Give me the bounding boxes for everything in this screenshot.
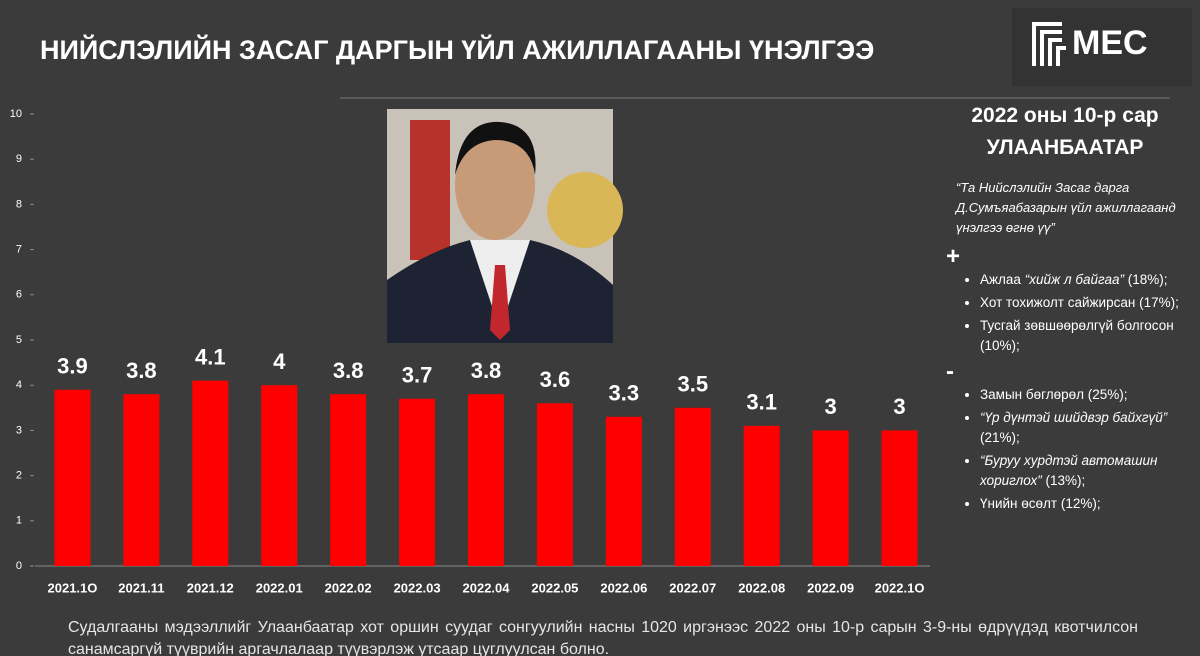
x-tick-label: 2022.02 bbox=[325, 580, 372, 595]
data-label: 3.5 bbox=[677, 372, 708, 397]
bar bbox=[743, 425, 780, 566]
bar bbox=[468, 394, 504, 566]
bullet-share: (17%); bbox=[1139, 295, 1179, 310]
logo-text: MEC bbox=[1072, 24, 1148, 62]
data-label: 3.8 bbox=[471, 358, 502, 383]
bar bbox=[399, 398, 436, 566]
bullet-quote: “хийж л байгаа” bbox=[1024, 272, 1124, 287]
bullet-text: Хот тохижолт сайжирсан bbox=[980, 295, 1136, 310]
chart-title: НИЙСЛЭЛИЙН ЗАСАГ ДАРГЫН ҮЙЛ АЖИЛЛАГААНЫ … bbox=[40, 34, 874, 65]
bullet: Замын бөглөрөл (25%); bbox=[980, 385, 1190, 405]
bar bbox=[812, 430, 849, 566]
bullet-text: Замын бөглөрөл bbox=[980, 387, 1084, 402]
panel: 2022 оны 10-р сар УЛААНБААТАР “Та Нийслэ… bbox=[940, 100, 1190, 517]
bullet: Хот тохижолт сайжирсан (17%); bbox=[980, 293, 1190, 313]
y-tick-label: 8 bbox=[16, 198, 22, 210]
data-label: 3.9 bbox=[57, 354, 88, 379]
data-label: 3.1 bbox=[746, 390, 777, 415]
bullet: “Буруу хурдтэй автомашин хориглох” (13%)… bbox=[980, 451, 1190, 491]
positive-sign: + bbox=[946, 243, 961, 270]
data-label: 3.3 bbox=[609, 381, 640, 406]
data-label: 3.6 bbox=[540, 367, 571, 392]
bullet-share: (12%); bbox=[1060, 496, 1101, 511]
bar bbox=[674, 407, 711, 566]
x-tick-label: 2021.1O bbox=[48, 580, 98, 595]
panel-question: “Та Нийслэлийн Засаг дарга Д.Сумъяабазар… bbox=[956, 180, 1176, 235]
bar bbox=[123, 394, 160, 566]
bar bbox=[192, 380, 229, 566]
bullet-quote: “Буруу хурдтэй автомашин хориглох” bbox=[980, 453, 1158, 488]
footer: Судалгааны мэдээллийг Улаанбаатар хот ор… bbox=[68, 619, 1138, 656]
data-label: 3 bbox=[893, 394, 905, 419]
x-tick-label: 2022.08 bbox=[738, 580, 785, 595]
bar bbox=[54, 389, 91, 566]
x-tick-label: 2021.12 bbox=[187, 580, 234, 595]
data-label: 3.8 bbox=[333, 358, 364, 383]
bullet-share: (13%); bbox=[1045, 473, 1086, 488]
x-tick-label: 2022.07 bbox=[669, 580, 716, 595]
x-tick-label: 2022.06 bbox=[600, 580, 647, 595]
bullet: Үнийн өсөлт (12%); bbox=[980, 494, 1190, 514]
logo-icon bbox=[1032, 22, 1066, 66]
positive-list: Ажлаа “хийж л байгаа” (18%); Хот тохижол… bbox=[940, 270, 1190, 356]
x-tick-label: 2022.04 bbox=[463, 580, 511, 595]
panel-city: УЛААНБААТАР bbox=[986, 136, 1144, 159]
x-tick-label: 2022.1O bbox=[875, 580, 925, 595]
bullet: “Үр дүнтэй шийдвэр байхгүй” (21%); bbox=[980, 408, 1190, 448]
y-tick-label: 5 bbox=[16, 334, 22, 346]
negative-sign: - bbox=[946, 358, 954, 385]
y-tick-label: 10 bbox=[10, 108, 22, 120]
data-label: 3.8 bbox=[126, 358, 157, 383]
data-label: 4.1 bbox=[195, 344, 226, 369]
bullet-share: (10%); bbox=[980, 338, 1020, 353]
x-tick-label: 2022.03 bbox=[394, 580, 441, 595]
bullet-share: (21%); bbox=[980, 430, 1020, 445]
bullet-text: Үнийн өсөлт bbox=[980, 496, 1058, 511]
y-tick-label: 3 bbox=[16, 424, 22, 436]
x-tick-label: 2022.05 bbox=[531, 580, 578, 595]
y-tick-label: 6 bbox=[16, 289, 22, 301]
bar bbox=[330, 394, 367, 566]
bar bbox=[261, 385, 298, 566]
x-tick-label: 2021.11 bbox=[118, 580, 164, 595]
bullet-text: Тусгай зөвшөөрөлгүй болгосон bbox=[980, 318, 1174, 333]
y-tick-label: 2 bbox=[16, 470, 22, 482]
bar bbox=[536, 403, 573, 566]
y-tick-label: 0 bbox=[16, 560, 22, 572]
bullet-share: (25%); bbox=[1087, 387, 1128, 402]
y-tick-label: 4 bbox=[16, 379, 22, 391]
x-tick-label: 2022.01 bbox=[256, 580, 303, 595]
panel-date: 2022 оны 10-р сар bbox=[971, 104, 1159, 127]
bullet: Тусгай зөвшөөрөлгүй болгосон (10%); bbox=[980, 316, 1190, 356]
bullet-quote: “Үр дүнтэй шийдвэр байхгүй” bbox=[980, 410, 1168, 425]
bullet-text: Ажлаа bbox=[980, 272, 1021, 287]
y-tick-label: 1 bbox=[16, 515, 22, 527]
bar bbox=[605, 416, 642, 566]
data-label: 3.7 bbox=[402, 363, 433, 388]
bullet: Ажлаа “хийж л байгаа” (18%); bbox=[980, 270, 1190, 290]
y-tick-label: 9 bbox=[16, 153, 22, 165]
data-label: 4 bbox=[273, 349, 286, 374]
bullet-share: (18%); bbox=[1127, 272, 1168, 287]
photo bbox=[387, 109, 623, 343]
bar bbox=[881, 430, 918, 566]
negative-list: Замын бөглөрөл (25%); “Үр дүнтэй шийдвэр… bbox=[940, 385, 1190, 514]
y-tick-label: 7 bbox=[16, 244, 22, 256]
x-tick-label: 2022.09 bbox=[807, 580, 854, 595]
data-label: 3 bbox=[824, 394, 836, 419]
